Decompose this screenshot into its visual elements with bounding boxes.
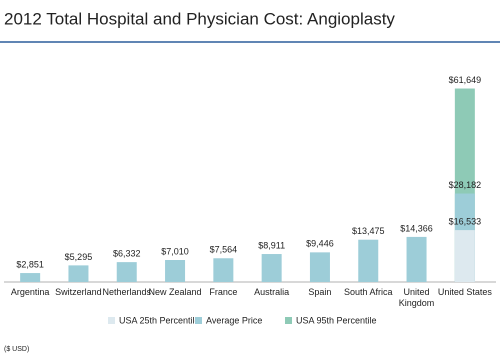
value-label: $61,649 (449, 75, 482, 85)
legend-swatch (108, 317, 115, 324)
bar (309, 252, 330, 282)
x-tick-label: Argentina (10, 287, 50, 297)
value-label: $16,533 (449, 216, 482, 226)
value-label: $6,332 (113, 249, 141, 259)
x-tick-label: Netherlands (102, 287, 152, 297)
x-tick-label: Australia (254, 287, 290, 297)
chart-title: 2012 Total Hospital and Physician Cost: … (4, 9, 395, 28)
value-label: $9,446 (306, 239, 334, 249)
bar (68, 265, 89, 282)
bar (261, 254, 282, 282)
bar (213, 258, 234, 282)
x-tick-label: Switzerland (55, 287, 102, 297)
bar (116, 262, 137, 282)
x-tick-label: Spain (308, 287, 332, 297)
legend-swatch (195, 317, 202, 324)
bar (358, 239, 379, 282)
bar (454, 230, 475, 282)
legend-label: Average Price (206, 315, 262, 325)
legend-label: USA 95th Percentile (296, 315, 377, 325)
value-label: $13,475 (352, 226, 385, 236)
value-label: $2,851 (16, 259, 44, 269)
legend-swatch (285, 317, 292, 324)
x-tick-label: United States (437, 287, 492, 297)
x-tick-label: France (209, 287, 238, 297)
value-label: $8,911 (258, 240, 285, 250)
x-tick-label: South Africa (343, 287, 393, 297)
x-tick-label: New Zealand (148, 287, 202, 297)
value-label: $5,295 (65, 252, 93, 262)
value-label: $7,564 (210, 245, 238, 255)
bar (406, 236, 427, 282)
bar (165, 259, 186, 282)
value-label: $28,182 (449, 180, 482, 190)
x-tick-label: United Kingdom (398, 287, 435, 308)
bar (20, 273, 41, 282)
value-label: $14,366 (400, 223, 433, 233)
value-label: $7,010 (161, 246, 189, 256)
legend-label: USA 25th Percentile (119, 315, 200, 325)
footnote: ($ USD) (4, 346, 29, 353)
